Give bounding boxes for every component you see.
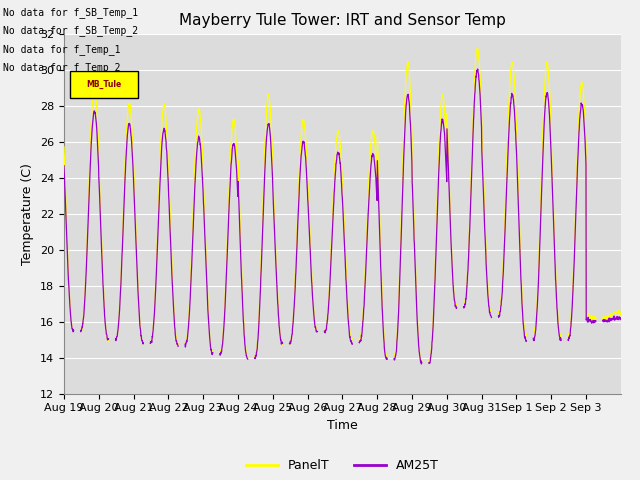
X-axis label: Time: Time <box>327 419 358 432</box>
Text: No data for f_Temp_1: No data for f_Temp_1 <box>3 44 121 55</box>
Legend: PanelT, AM25T: PanelT, AM25T <box>241 455 444 477</box>
Text: No data for f_SB_Temp_2: No data for f_SB_Temp_2 <box>3 25 138 36</box>
Title: Mayberry Tule Tower: IRT and Sensor Temp: Mayberry Tule Tower: IRT and Sensor Temp <box>179 13 506 28</box>
Text: No data for f_Temp_2: No data for f_Temp_2 <box>3 62 121 73</box>
Y-axis label: Temperature (C): Temperature (C) <box>22 163 35 264</box>
Text: MB_Tule: MB_Tule <box>86 79 122 89</box>
Text: No data for f_SB_Temp_1: No data for f_SB_Temp_1 <box>3 7 138 18</box>
